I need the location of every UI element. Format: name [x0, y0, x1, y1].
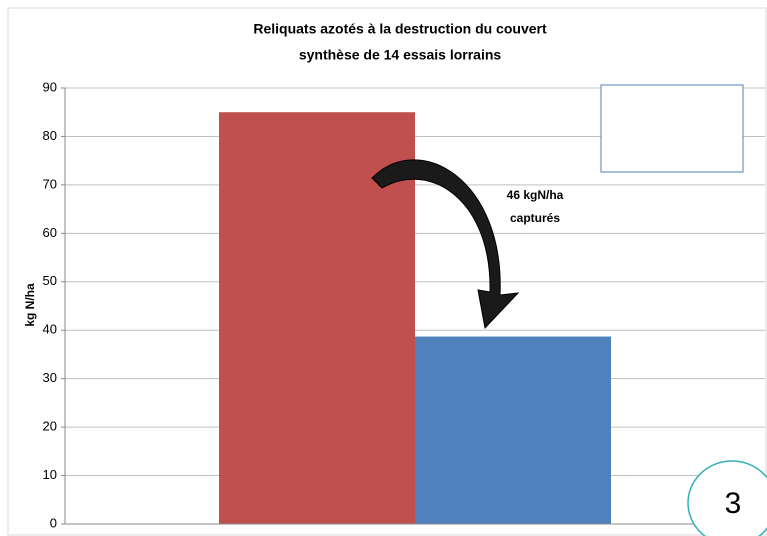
- y-axis-label: kg N/ha: [23, 283, 37, 327]
- chart-subtitle: synthèse de 14 essais lorrains: [299, 47, 502, 63]
- y-tick-label: 80: [43, 128, 57, 143]
- y-tick-label: 90: [43, 79, 57, 94]
- bar: [415, 336, 611, 524]
- legend-box: [600, 84, 744, 173]
- slide-number-circle: [687, 460, 767, 536]
- arrow: [371, 159, 520, 330]
- y-tick-label: 10: [43, 467, 57, 482]
- y-tick-label: 30: [43, 370, 57, 385]
- y-tick-label: 40: [43, 322, 57, 337]
- y-tick-label: 50: [43, 273, 57, 288]
- chart-title: Reliquats azotés à la destruction du cou…: [253, 21, 547, 37]
- slide-number: 3: [725, 487, 742, 520]
- y-tick-label: 70: [43, 176, 57, 191]
- y-tick-label: 0: [50, 515, 57, 530]
- annotation: capturés: [510, 211, 560, 225]
- y-tick-label: 60: [43, 225, 57, 240]
- y-tick-label: 20: [43, 419, 57, 434]
- annotation: 46 kgN/ha: [507, 188, 564, 202]
